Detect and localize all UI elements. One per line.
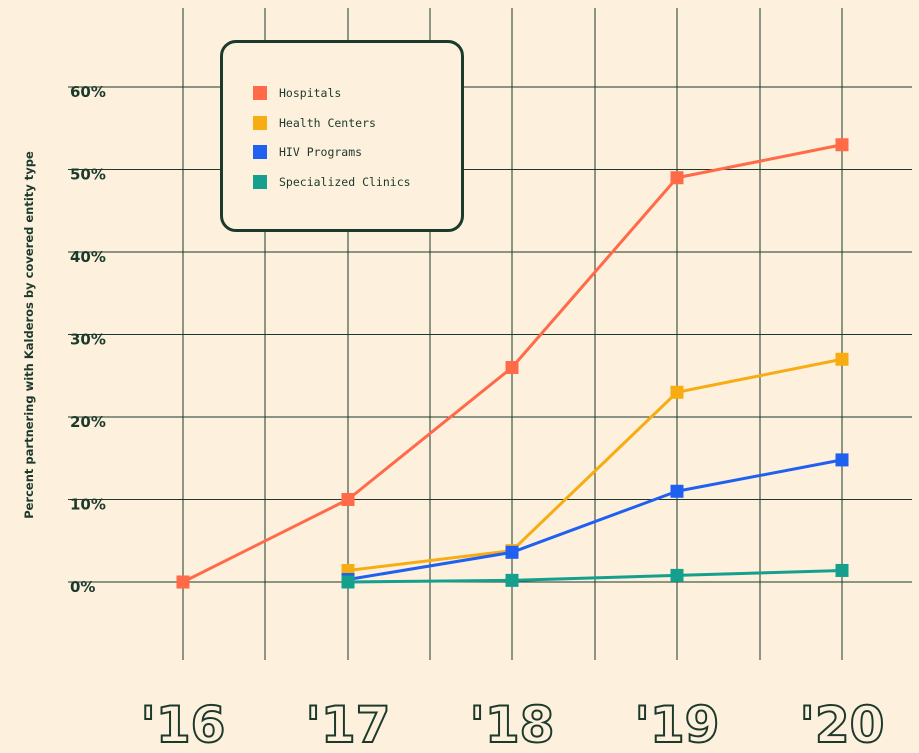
series-line [347, 357, 843, 572]
legend-label: Specialized Clinics [279, 175, 411, 189]
x-tick-label: '19 [635, 696, 720, 753]
x-axis-ticks: '16 '17 '18 '19 '20 [140, 695, 886, 753]
data-point-marker [670, 568, 684, 582]
legend-swatch [253, 175, 267, 189]
data-point-marker [505, 573, 519, 587]
x-tick-label: '18 [470, 696, 555, 753]
data-point-marker [835, 352, 849, 366]
series-line [347, 568, 843, 584]
y-tick-label: 60% [70, 83, 106, 101]
data-point-marker [670, 171, 684, 185]
y-tick-label: 50% [70, 166, 106, 184]
y-tick-label: 30% [70, 331, 106, 349]
data-point-marker [341, 493, 355, 506]
legend-item-specialized-clinics: Specialized Clinics [253, 173, 411, 191]
data-point-marker [835, 138, 849, 152]
legend-label: Health Centers [279, 116, 376, 130]
legend-item-health-centers: Health Centers [253, 114, 376, 132]
data-point-marker [670, 385, 684, 399]
y-tick-label: 40% [70, 248, 106, 266]
data-point-marker [835, 453, 849, 467]
legend-label: Hospitals [279, 86, 342, 100]
data-point-marker [835, 563, 849, 577]
legend-swatch [253, 86, 267, 100]
y-axis-ticks: 0% 10% 20% 30% 40% 50% 60% [70, 83, 106, 596]
legend: Hospitals Health Centers HIV Programs Sp… [220, 40, 464, 232]
series-line [347, 458, 843, 582]
legend-swatch [253, 145, 267, 159]
legend-label: HIV Programs [279, 145, 363, 159]
x-tick-label: '16 [141, 696, 226, 753]
series-specialized-clinics [341, 563, 849, 589]
series-lines [176, 138, 849, 589]
legend-item-hiv-programs: HIV Programs [253, 143, 362, 161]
y-tick-label: 0% [70, 578, 95, 596]
legend-swatch [253, 116, 267, 130]
y-tick-label: 20% [70, 413, 106, 431]
data-point-marker [341, 575, 355, 589]
data-point-marker [670, 484, 684, 498]
legend-item-hospitals: Hospitals [253, 84, 341, 102]
y-tick-label: 10% [70, 496, 106, 514]
data-point-marker [176, 575, 190, 589]
x-tick-label: '17 [306, 696, 391, 753]
y-axis-label: Percent partnering with Kalderos by cove… [22, 151, 36, 519]
grid [68, 8, 912, 660]
data-point-marker [505, 361, 519, 374]
data-point-marker [505, 545, 519, 559]
series-hospitals [176, 138, 849, 589]
x-tick-label: '20 [800, 696, 885, 753]
